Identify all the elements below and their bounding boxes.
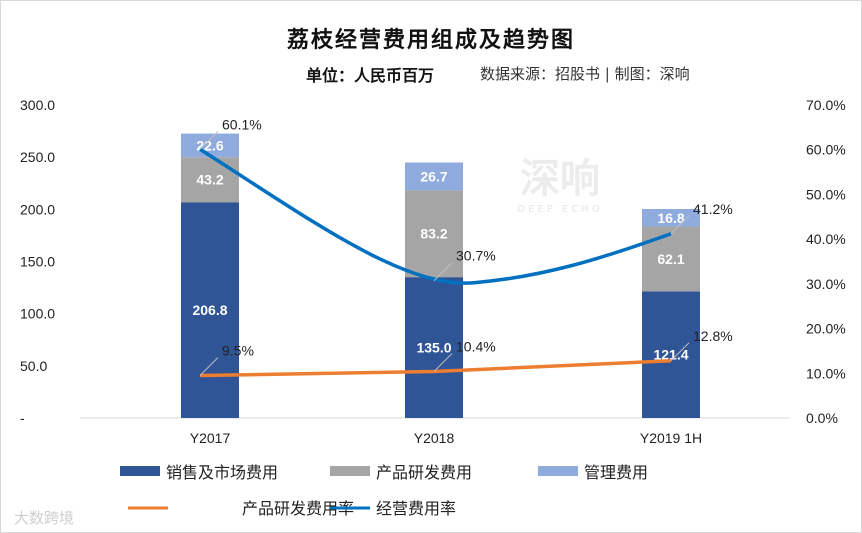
y2-tick-label: 30.0% (806, 276, 846, 292)
leader-line (199, 130, 219, 150)
bar-2 (181, 133, 239, 158)
leader-line (433, 262, 453, 282)
legend-label: 产品研发费用率 (242, 499, 354, 518)
source-label: 数据来源：招股书 | 制图：深响 (480, 65, 690, 83)
legend-swatch (538, 466, 578, 476)
legend-swatch (120, 466, 160, 476)
bar-data-label: 83.2 (420, 226, 447, 242)
bar-2 (642, 209, 700, 227)
bar-data-label: 26.7 (420, 168, 447, 184)
line-data-label: 9.5% (222, 343, 254, 359)
bar-data-label: 206.8 (192, 302, 227, 318)
y-tick-label: 300.0 (20, 97, 55, 113)
bar-data-label: 135.0 (416, 340, 451, 356)
legend-label: 经营费用率 (376, 499, 456, 518)
unit-label: 单位：人民币百万 (306, 66, 435, 85)
y-tick-label: 150.0 (20, 254, 55, 270)
bar-1 (181, 157, 239, 203)
legend-label: 销售及市场费用 (166, 463, 278, 482)
y2-tick-label: 60.0% (806, 142, 846, 158)
x-tick-label: Y2017 (190, 430, 231, 446)
y2-tick-label: 10.0% (806, 365, 846, 381)
leader-line (670, 215, 690, 235)
bar-data-label: 62.1 (657, 251, 684, 267)
bar-data-label: 43.2 (196, 172, 223, 188)
y-tick-label: - (20, 410, 25, 426)
line-data-label: 12.8% (693, 328, 733, 344)
bar-0 (405, 277, 463, 418)
leader-line (670, 342, 690, 362)
legend-swatch (330, 466, 370, 476)
chart-title: 荔枝经营费用组成及趋势图 (286, 27, 575, 53)
y2-tick-label: 20.0% (806, 321, 846, 337)
line-data-label: 30.7% (456, 248, 496, 264)
y-tick-label: 50.0 (20, 358, 47, 374)
bar-data-label: 16.8 (657, 210, 684, 226)
bar-1 (642, 226, 700, 292)
watermark-logo-sub: DEEP ECHO (517, 204, 602, 215)
bar-0 (642, 291, 700, 418)
y2-tick-label: 40.0% (806, 231, 846, 247)
y-tick-label: 100.0 (20, 306, 55, 322)
y2-tick-label: 0.0% (806, 410, 838, 426)
y2-tick-label: 50.0% (806, 186, 846, 202)
leader-line (199, 357, 219, 376)
y-tick-label: 200.0 (20, 201, 55, 217)
y2-tick-label: 70.0% (806, 97, 846, 113)
watermark-logo: 深响 (520, 156, 600, 202)
x-tick-label: Y2018 (414, 430, 455, 446)
legend-label: 管理费用 (584, 463, 648, 482)
legend-label: 产品研发费用 (376, 463, 472, 482)
watermark-corner: 大数跨境 (14, 509, 74, 527)
line-data-label: 10.4% (456, 338, 496, 354)
x-tick-label: Y2019 1H (640, 430, 702, 446)
leader-line (433, 353, 453, 372)
bar-data-label: 121.4 (653, 347, 688, 363)
line-data-label: 41.2% (693, 201, 733, 217)
bar-1 (405, 190, 463, 278)
bar-2 (405, 162, 463, 191)
line-opex-rate (199, 147, 672, 285)
y-tick-label: 250.0 (20, 149, 55, 165)
line-data-label: 60.1% (222, 116, 262, 132)
bar-0 (181, 202, 239, 418)
